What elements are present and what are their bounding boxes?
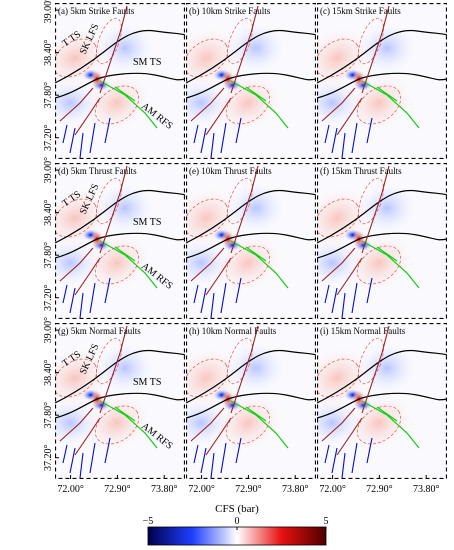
- y-tick-label: 37.80°: [43, 402, 54, 429]
- y-tick-label: 37.20°: [43, 124, 54, 151]
- panel-title: (b) 10km Strike Faults: [189, 6, 271, 16]
- x-tick-label: 72.00°: [319, 484, 346, 495]
- y-tick-label: 39.00°: [43, 317, 54, 344]
- colorbar-label: CFS (bar): [215, 503, 259, 515]
- colorbar-tick-label: −5: [143, 516, 154, 527]
- panel-title: (g) 5km Normal Faults: [58, 326, 141, 336]
- y-tick-label: 37.80°: [43, 82, 54, 109]
- map-panel: (b) 10km Strike Faults: [186, 3, 316, 159]
- x-tick-label: 73.80°: [151, 484, 178, 495]
- panel-title: (i) 15km Normal Faults: [320, 326, 406, 336]
- colorbar-tick-label: 5: [324, 516, 329, 527]
- panel-title: (d) 5km Thrust Faults: [58, 166, 137, 176]
- map-panel: (c) 15km Strike Faults: [317, 3, 447, 159]
- x-tick-label: 72.00°: [57, 484, 84, 495]
- y-tick-label: 38.40°: [43, 39, 54, 66]
- y-tick-label: 38.40°: [43, 199, 54, 226]
- fault-label: SM TS: [133, 217, 161, 228]
- panel-title: (h) 10km Normal Faults: [189, 326, 277, 336]
- fault-label: SM TS: [133, 57, 161, 68]
- y-tick-label: 37.80°: [43, 242, 54, 269]
- x-tick-label: 72.90°: [235, 484, 262, 495]
- map-panel: (i) 15km Normal Faults: [317, 323, 447, 479]
- panel-title: (f) 15km Thrust Faults: [320, 166, 402, 176]
- x-tick-label: 72.90°: [104, 484, 131, 495]
- x-tick-label: 73.80°: [413, 484, 440, 495]
- panel-title: (e) 10km Thrust Faults: [189, 166, 272, 176]
- map-panel: (h) 10km Normal Faults: [186, 323, 316, 479]
- x-tick-label: 73.80°: [282, 484, 309, 495]
- y-tick-label: 37.20°: [43, 444, 54, 471]
- y-tick-label: 37.20°: [43, 284, 54, 311]
- x-tick-label: 72.00°: [188, 484, 215, 495]
- x-tick-label: 72.90°: [366, 484, 393, 495]
- y-tick-label: 39.00°: [43, 157, 54, 184]
- y-tick-label: 38.40°: [43, 359, 54, 386]
- panel-title: (a) 5km Strike Faults: [58, 6, 135, 16]
- map-panel: (e) 10km Thrust Faults: [186, 163, 316, 319]
- panel-title: (c) 15km Strike Faults: [320, 6, 401, 16]
- fault-label: SM TS: [133, 377, 161, 388]
- map-panel: (f) 15km Thrust Faults: [317, 163, 447, 319]
- y-tick-label: 39.00°: [43, 0, 54, 23]
- colorbar-tick-label: 0: [235, 516, 240, 527]
